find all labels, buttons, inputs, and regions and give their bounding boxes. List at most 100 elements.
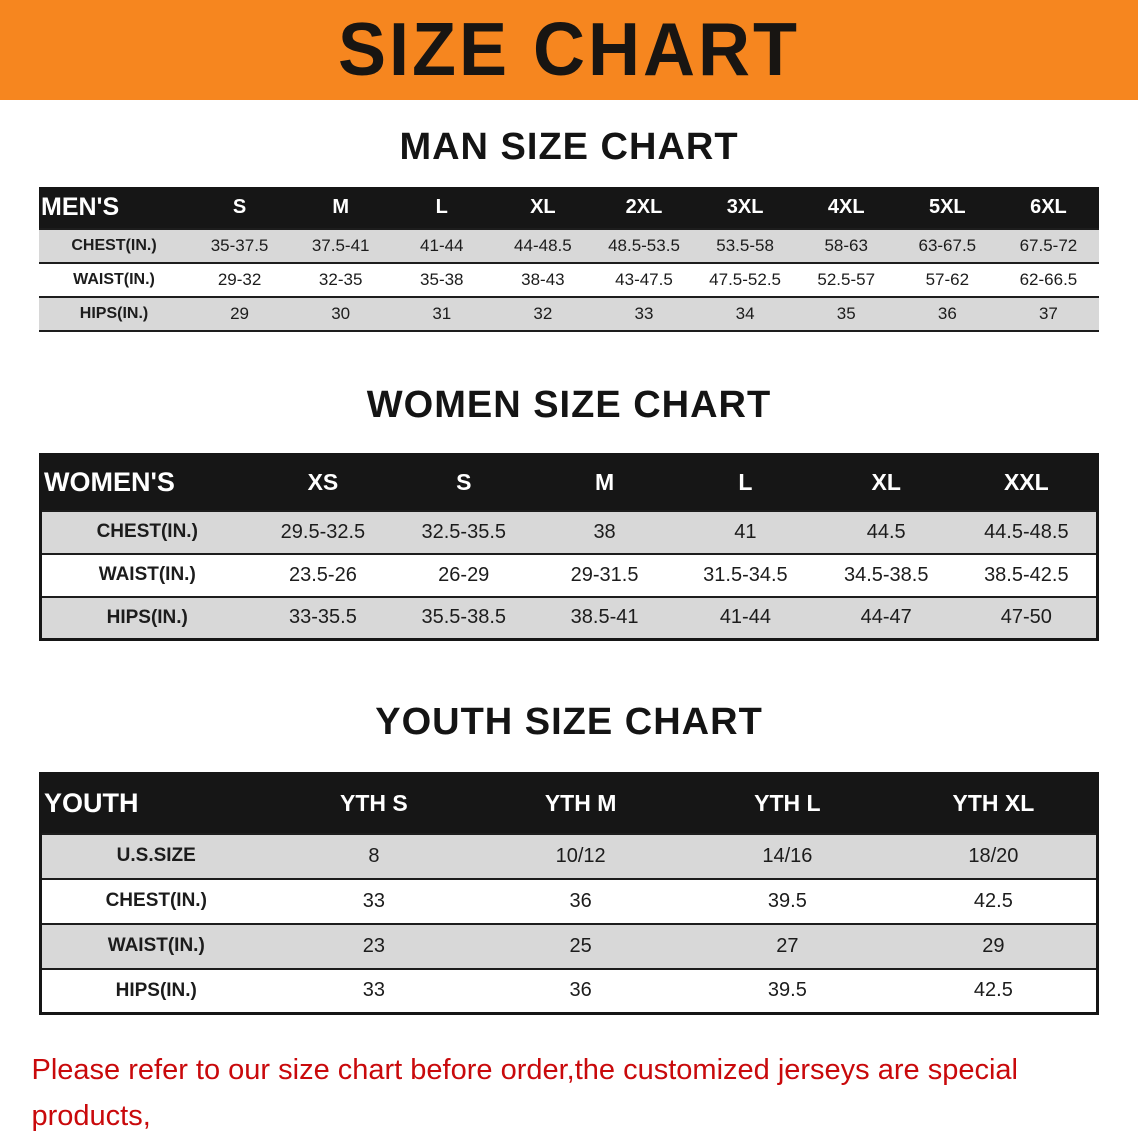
cell: 18/20 (890, 832, 1098, 879)
row-label: U.S.SIZE (40, 832, 271, 879)
cell: 29-32 (189, 262, 291, 297)
cell: 38.5-42.5 (956, 552, 1098, 597)
cell: 53.5-58 (694, 228, 796, 263)
cell: 29-31.5 (534, 552, 675, 597)
cell: 41-44 (391, 228, 493, 263)
men-size-table: MEN'S S M L XL 2XL 3XL 4XL 5XL 6XL CHEST… (39, 187, 1099, 332)
table-row: CHEST(IN.) 35-37.5 37.5-41 41-44 44-48.5… (39, 228, 1099, 263)
column-header: M (290, 187, 392, 229)
column-header: 3XL (694, 187, 796, 229)
youth-size-table: YOUTH YTH S YTH M YTH L YTH XL U.S.SIZE … (39, 772, 1099, 1015)
column-header: XS (252, 454, 394, 511)
table-header-row: MEN'S S M L XL 2XL 3XL 4XL 5XL 6XL (39, 187, 1099, 229)
cell: 44.5 (815, 509, 957, 554)
cell: 41 (674, 509, 816, 554)
cell: 23 (270, 922, 478, 969)
cell: 63-67.5 (896, 228, 998, 263)
cell: 37 (997, 296, 1099, 331)
row-label: CHEST(IN.) (40, 877, 271, 924)
cell: 38-43 (492, 262, 594, 297)
column-header: M (534, 454, 675, 511)
column-header: S (393, 454, 535, 511)
cell: 34 (694, 296, 796, 331)
table-row: WAIST(IN.) 23 25 27 29 (40, 922, 1098, 969)
cell: 67.5-72 (997, 228, 1099, 263)
men-section: MAN SIZE CHART MEN'S S M L XL 2XL 3XL 4X… (0, 100, 1138, 332)
youth-section: YOUTH SIZE CHART YOUTH YTH S YTH M YTH L… (0, 641, 1138, 1015)
cell: 41-44 (674, 595, 816, 640)
table-row: HIPS(IN.) 33-35.5 35.5-38.5 38.5-41 41-4… (40, 595, 1098, 640)
table-row: WAIST(IN.) 29-32 32-35 35-38 38-43 43-47… (39, 262, 1099, 297)
column-header: WOMEN'S (40, 454, 253, 511)
row-label: WAIST(IN.) (40, 922, 271, 969)
cell: 43-47.5 (593, 262, 695, 297)
cell: 52.5-57 (795, 262, 897, 297)
column-header: XXL (956, 454, 1098, 511)
cell: 47-50 (956, 595, 1098, 640)
cell: 27 (684, 922, 891, 969)
cell: 33 (270, 877, 478, 924)
row-label: HIPS(IN.) (40, 967, 271, 1014)
cell: 10/12 (477, 832, 684, 879)
cell: 29 (890, 922, 1098, 969)
men-heading: MAN SIZE CHART (399, 126, 739, 168)
cell: 31.5-34.5 (674, 552, 816, 597)
cell: 36 (477, 877, 684, 924)
column-header: XL (492, 187, 594, 229)
banner: SIZE CHART (0, 0, 1138, 100)
cell: 26-29 (393, 552, 535, 597)
table-row: CHEST(IN.) 33 36 39.5 42.5 (40, 877, 1098, 924)
column-header: 5XL (896, 187, 998, 229)
column-header: 4XL (795, 187, 897, 229)
row-label: CHEST(IN.) (39, 228, 189, 263)
cell: 35-38 (391, 262, 493, 297)
cell: 30 (290, 296, 392, 331)
table-row: WAIST(IN.) 23.5-26 26-29 29-31.5 31.5-34… (40, 552, 1098, 597)
row-label: HIPS(IN.) (40, 595, 253, 640)
women-section: WOMEN SIZE CHART WOMEN'S XS S M L XL XXL (0, 332, 1138, 641)
column-header: YTH S (270, 773, 478, 834)
row-label: WAIST(IN.) (40, 552, 253, 597)
cell: 35.5-38.5 (393, 595, 535, 640)
column-header: YOUTH (40, 773, 271, 834)
cell: 38.5-41 (534, 595, 675, 640)
cell: 39.5 (684, 967, 891, 1014)
cell: 35-37.5 (189, 228, 291, 263)
row-label: HIPS(IN.) (39, 296, 189, 331)
cell: 23.5-26 (252, 552, 394, 597)
youth-heading: YOUTH SIZE CHART (375, 701, 763, 743)
cell: 14/16 (684, 832, 891, 879)
cell: 44-48.5 (492, 228, 594, 263)
column-header: L (391, 187, 493, 229)
cell: 48.5-53.5 (593, 228, 695, 263)
cell: 33 (593, 296, 695, 331)
column-header: MEN'S (39, 187, 189, 229)
women-size-table: WOMEN'S XS S M L XL XXL CHEST(IN.) 29.5-… (39, 453, 1099, 641)
cell: 37.5-41 (290, 228, 392, 263)
cell: 62-66.5 (997, 262, 1099, 297)
cell: 33 (270, 967, 478, 1014)
cell: 36 (896, 296, 998, 331)
cell: 35 (795, 296, 897, 331)
women-heading: WOMEN SIZE CHART (366, 384, 772, 426)
table-row: CHEST(IN.) 29.5-32.5 32.5-35.5 38 41 44.… (40, 509, 1098, 554)
disclaimer-line-1: Please refer to our size chart before or… (31, 1054, 1018, 1132)
column-header: 2XL (593, 187, 695, 229)
table-header-row: WOMEN'S XS S M L XL XXL (40, 454, 1098, 511)
cell: 38 (534, 509, 675, 554)
cell: 34.5-38.5 (815, 552, 957, 597)
column-header: L (674, 454, 816, 511)
column-header: XL (815, 454, 957, 511)
column-header: 6XL (997, 187, 1099, 229)
cell: 57-62 (896, 262, 998, 297)
table-header-row: YOUTH YTH S YTH M YTH L YTH XL (40, 773, 1098, 834)
column-header: YTH L (684, 773, 891, 834)
cell: 39.5 (684, 877, 891, 924)
column-header: YTH XL (890, 773, 1098, 834)
cell: 42.5 (890, 877, 1098, 924)
cell: 32 (492, 296, 594, 331)
cell: 42.5 (890, 967, 1098, 1014)
cell: 33-35.5 (252, 595, 394, 640)
cell: 44.5-48.5 (956, 509, 1098, 554)
